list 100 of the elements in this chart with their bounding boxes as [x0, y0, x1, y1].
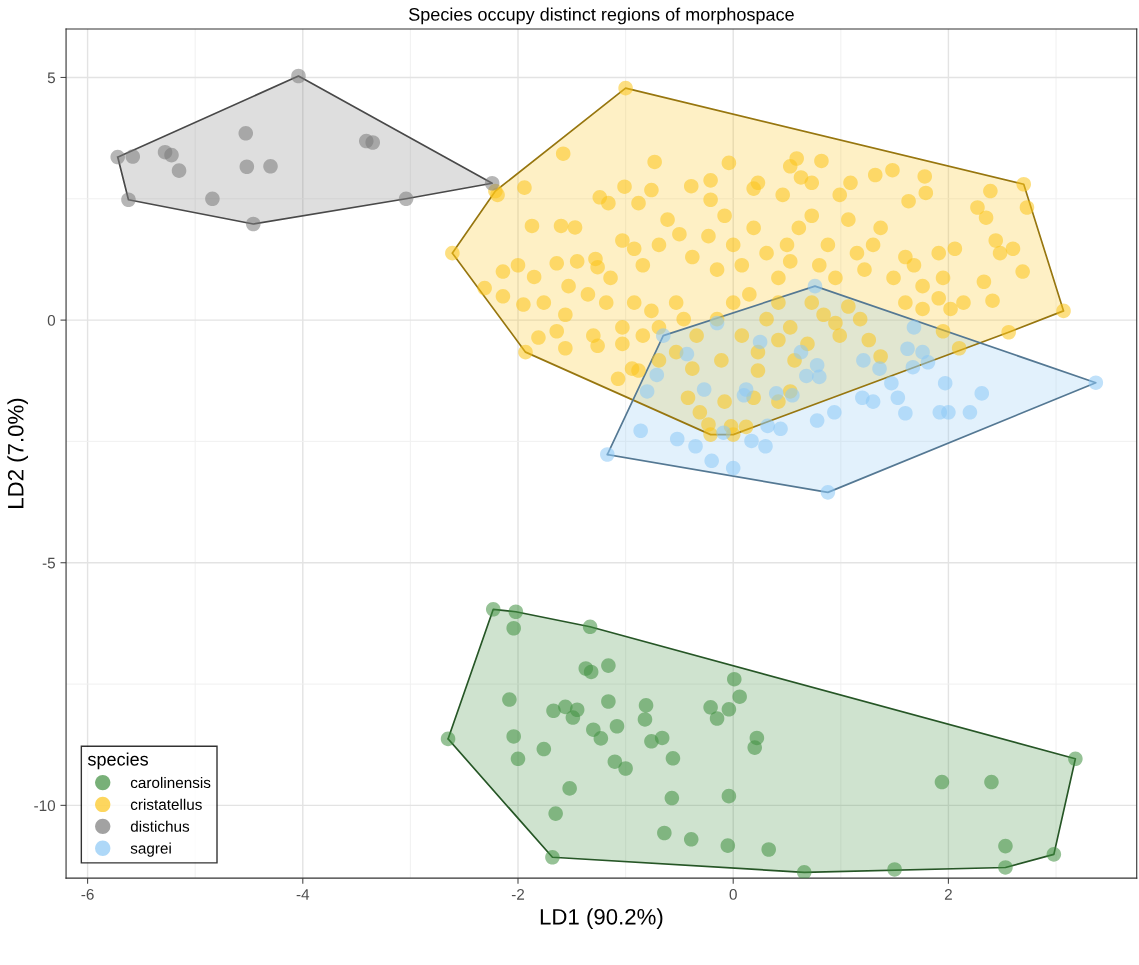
point	[665, 751, 681, 766]
point	[696, 382, 712, 397]
point	[669, 431, 685, 447]
point	[655, 328, 671, 343]
point	[679, 346, 695, 362]
point	[398, 191, 414, 207]
point	[812, 369, 827, 385]
point	[773, 421, 788, 437]
point	[510, 751, 526, 767]
point	[785, 388, 800, 403]
y-tick-label: 5	[47, 72, 56, 84]
point	[548, 806, 563, 821]
x-tick-label: -6	[81, 888, 94, 900]
point	[502, 692, 517, 707]
point	[809, 413, 825, 428]
point	[633, 423, 648, 439]
point	[984, 774, 999, 790]
x-tick-label: -2	[511, 888, 525, 900]
point	[607, 754, 623, 769]
point	[809, 357, 825, 373]
point	[747, 740, 763, 755]
point	[639, 384, 655, 399]
point	[709, 315, 725, 331]
point	[609, 718, 625, 734]
point	[900, 341, 915, 357]
point	[536, 741, 552, 757]
point	[205, 191, 220, 207]
point	[905, 359, 921, 375]
legend-label: sagrei	[130, 842, 171, 857]
point	[732, 689, 747, 704]
point	[654, 730, 670, 746]
point	[920, 355, 936, 370]
point	[725, 460, 741, 476]
point	[799, 368, 814, 384]
point	[906, 320, 922, 335]
point	[890, 390, 906, 406]
point	[637, 712, 653, 727]
point	[865, 394, 881, 409]
point	[263, 158, 278, 174]
y-tick-label: -10	[34, 800, 56, 812]
point	[758, 438, 773, 454]
point	[562, 781, 577, 796]
point	[736, 388, 752, 403]
point	[709, 711, 725, 726]
point	[998, 838, 1013, 854]
point	[485, 602, 501, 617]
point	[649, 367, 665, 383]
point	[565, 710, 581, 725]
point	[752, 334, 768, 350]
point	[962, 405, 978, 420]
point	[716, 425, 731, 440]
point	[601, 694, 616, 709]
point	[440, 731, 456, 747]
point	[721, 788, 737, 804]
point	[164, 147, 179, 163]
point	[638, 698, 654, 713]
point	[546, 703, 561, 719]
y-tick-label: -5	[42, 557, 56, 569]
point	[704, 453, 719, 469]
point	[941, 405, 956, 420]
point	[934, 774, 950, 790]
point	[600, 447, 615, 462]
point	[125, 149, 141, 164]
chart-title: Species occupy distinct regions of morphospace	[409, 7, 794, 25]
point	[545, 850, 560, 865]
point	[820, 485, 836, 500]
point	[872, 361, 887, 376]
point	[508, 604, 524, 620]
point	[657, 825, 672, 841]
point	[898, 405, 913, 421]
point	[506, 729, 521, 744]
point	[727, 671, 742, 687]
point	[998, 860, 1013, 875]
point	[291, 68, 306, 84]
point	[827, 405, 842, 420]
point	[688, 438, 703, 454]
point	[721, 702, 737, 717]
point	[664, 790, 680, 806]
point	[793, 344, 809, 360]
point	[365, 135, 381, 150]
x-axis-title: LD1 (90.2%)	[540, 908, 663, 930]
point	[884, 375, 899, 391]
point	[760, 418, 775, 434]
point	[768, 386, 784, 401]
point	[1046, 847, 1062, 862]
point	[1088, 375, 1104, 390]
point	[582, 619, 598, 635]
point	[239, 159, 255, 175]
point	[246, 216, 261, 232]
legend-title: species	[87, 752, 149, 770]
x-tick-label: 0	[729, 888, 737, 900]
legend-label: carolinensis	[130, 776, 211, 789]
point	[683, 832, 699, 847]
point	[583, 664, 599, 680]
point	[171, 163, 187, 178]
legend-label: distichus	[130, 820, 190, 832]
point	[856, 353, 871, 368]
point	[807, 278, 823, 294]
point	[744, 433, 759, 449]
x-tick-label: 2	[944, 888, 952, 900]
